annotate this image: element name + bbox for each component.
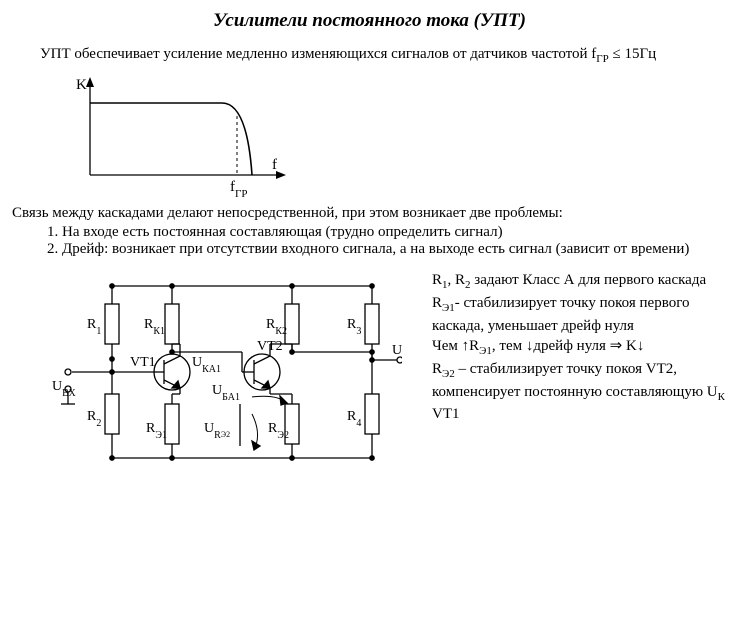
note-line-1: R1, R2 задают Класс А для первого каскад…	[432, 270, 727, 293]
note-r2: , R	[448, 272, 466, 288]
svg-text:R4: R4	[347, 409, 361, 429]
intro-sub: ГР	[596, 53, 608, 65]
page-title: Усилители постоянного тока (УПТ)	[12, 10, 727, 32]
note-r1: R	[432, 272, 442, 288]
note-3-suffix: , тем ↓дрейф нуля ⇒ K↓	[492, 338, 644, 354]
intro-text-suffix: ≤ 15Гц	[609, 46, 656, 62]
svg-text:VT2: VT2	[257, 339, 283, 354]
intro-paragraph: УПТ обеспечивает усиление медленно измен…	[12, 46, 727, 65]
svg-text:UВХ: UВХ	[52, 379, 77, 399]
chart-y-label: K	[76, 77, 87, 93]
note-1-text: задают Класс А для первого каскада	[471, 272, 707, 288]
note-line-2: RЭ1- стабилизирует точку покоя первого к…	[432, 293, 727, 336]
chart-x-tick: fГР	[230, 179, 247, 200]
chart-x-label: f	[272, 157, 277, 173]
note-2-text: - стабилизирует точку покоя первого каск…	[432, 295, 689, 334]
list-item: Дрейф: возникает при отсутствии входного…	[62, 241, 727, 258]
circuit-schematic: R1 R2 R3 R4 RК1 RК2 RЭ1 RЭ2 URЭ2 VT1 VT2…	[52, 264, 402, 489]
svg-text:UБА1: UБА1	[212, 383, 240, 403]
svg-text:RЭ2: RЭ2	[268, 421, 289, 441]
svg-text:RК1: RК1	[144, 317, 165, 337]
note-re2-sub: Э2	[442, 368, 455, 380]
note-re2: R	[432, 361, 442, 377]
svg-text:VT1: VT1	[130, 355, 156, 370]
svg-text:RЭ1: RЭ1	[146, 421, 167, 441]
chart-svg: K f fГР	[72, 73, 292, 203]
svg-text:R3: R3	[347, 317, 361, 337]
note-re1: R	[432, 295, 442, 311]
problems-list: На входе есть постоянная составляющая (т…	[42, 224, 727, 258]
note-re1-sub: Э1	[442, 302, 455, 314]
list-item: На входе есть постоянная составляющая (т…	[62, 224, 727, 241]
intro-text-prefix: УПТ обеспечивает усиление медленно измен…	[40, 46, 596, 62]
note-line-4: RЭ2 – стабилизирует точку покоя VT2, ком…	[432, 359, 727, 425]
note-3-sub: Э1	[479, 345, 492, 357]
note-uk-sub: К	[718, 391, 725, 403]
svg-text:R1: R1	[87, 317, 101, 337]
note-line-3: Чем ↑RЭ1, тем ↓дрейф нуля ⇒ K↓	[432, 336, 727, 359]
note-4-suffix: VT1	[432, 406, 460, 422]
notes-column: R1, R2 задают Класс А для первого каскад…	[432, 264, 727, 425]
note-3-prefix: Чем ↑R	[432, 338, 479, 354]
problems-intro: Связь между каскадами делают непосредств…	[12, 205, 727, 222]
note-4-mid: – стабилизирует точку покоя VT2, компенс…	[432, 361, 718, 400]
svg-text:UКА1: UКА1	[192, 355, 221, 375]
svg-text:RК2: RК2	[266, 317, 287, 337]
schematic-svg: R1 R2 R3 R4 RК1 RК2 RЭ1 RЭ2 URЭ2 VT1 VT2…	[52, 264, 402, 484]
svg-text:R2: R2	[87, 409, 101, 429]
svg-text:URЭ2: URЭ2	[204, 421, 230, 441]
frequency-response-chart: K f fГР	[72, 73, 727, 203]
